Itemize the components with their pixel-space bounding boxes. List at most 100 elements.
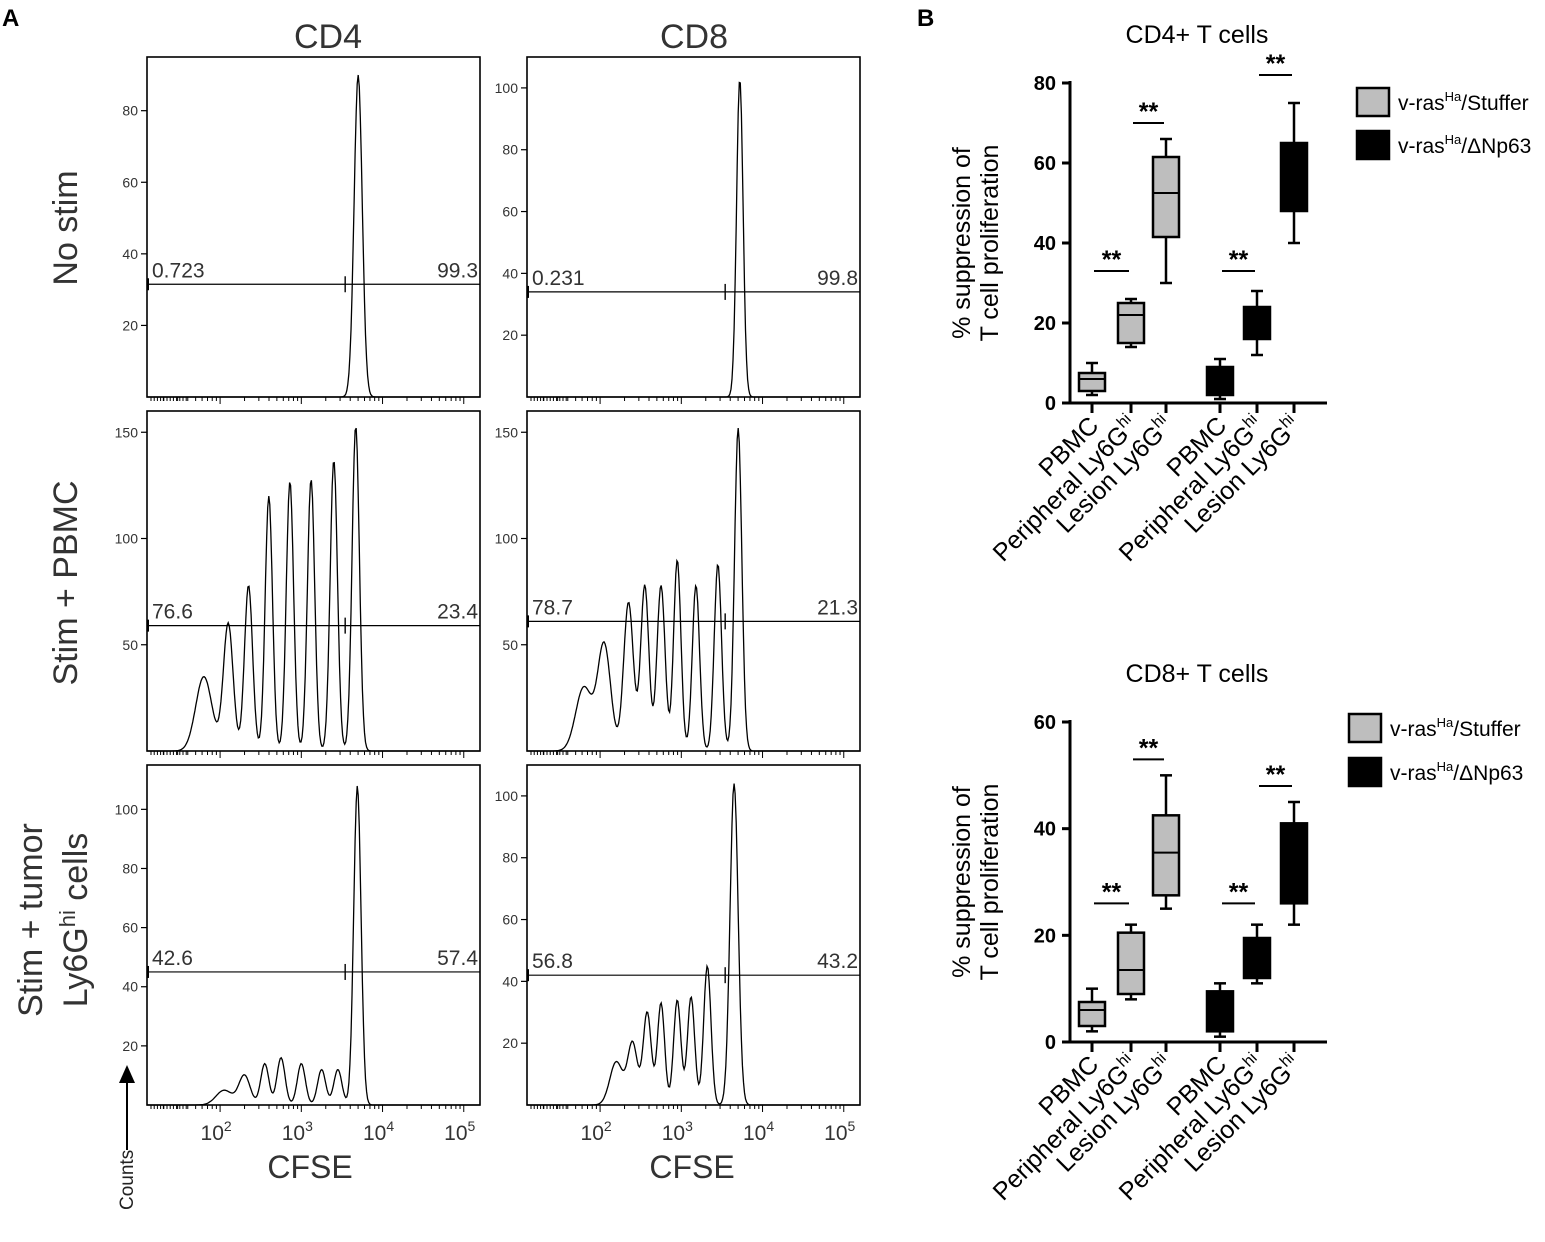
x-tick-exp: 5 — [468, 1118, 476, 1134]
boxplot-cd8: CD8+ T cells % suppression of T cell proli… — [948, 660, 1327, 1206]
y-axis-label-line1: % suppression of — [948, 786, 976, 978]
histogram-cd8-stim-pbmc: 50 100 150 78.7 21.3 — [495, 410, 861, 758]
histogram-cd4-stim-pbmc: 50 100 150 76.6 23.4 — [115, 410, 481, 758]
x-tick-base: 10 — [201, 1122, 224, 1145]
gate-percent-left: 42.6 — [152, 947, 193, 970]
x-tick-label: 104 — [743, 1118, 774, 1145]
legend-swatch-dnp63 — [1347, 756, 1383, 788]
y-tick-label: 150 — [495, 424, 519, 440]
y-tick-label: 80 — [122, 103, 138, 119]
gate-percent-right: 21.3 — [817, 596, 858, 619]
box — [1279, 141, 1309, 213]
x-tick-label: 104 — [363, 1118, 394, 1145]
box — [1242, 936, 1272, 980]
x-tick-label: 102 — [201, 1118, 232, 1145]
column-header-cd8: CD8 — [660, 18, 728, 56]
legend-swatch-stuffer — [1347, 712, 1383, 744]
histogram-curve — [147, 785, 480, 1106]
box — [1151, 155, 1181, 239]
gate-percent-left: 56.8 — [532, 950, 573, 973]
column-header-cd4: CD4 — [294, 18, 362, 56]
gate-percent-right: 99.8 — [817, 267, 858, 290]
legend-cd4: v-rasHa/Stuffer v-rasHa/ΔNp63 — [1355, 86, 1531, 161]
histogram-curve — [147, 427, 480, 752]
y-axis-label-line2: T cell proliferation — [976, 784, 1004, 981]
box — [1151, 814, 1181, 897]
gate-percent-left: 0.231 — [532, 267, 585, 290]
box — [1279, 822, 1309, 905]
x-tick-base: 10 — [662, 1122, 685, 1145]
y-tick-label: 50 — [122, 637, 138, 653]
y-tick-label: 20 — [1034, 313, 1056, 335]
row-label-stim-pbmc: Stim + PBMC — [47, 481, 85, 686]
x-tick-label: 105 — [444, 1118, 475, 1145]
significance-label: ** — [1266, 50, 1286, 78]
box — [1116, 931, 1146, 996]
chart-title: CD4+ T cells — [1126, 21, 1269, 49]
histogram-cd4-no-stim: 20 40 60 80 0.723 99.3 — [122, 56, 481, 404]
box — [1077, 371, 1107, 393]
plot-frame — [526, 56, 861, 398]
x-tick-label: 103 — [662, 1118, 693, 1145]
histogram-cd8-no-stim: 20 40 60 80 100 0.231 99.8 — [495, 56, 861, 404]
plot-frame — [146, 764, 481, 1106]
histogram-curve — [527, 428, 860, 752]
y-tick-label: 100 — [495, 80, 519, 96]
legend-swatch-dnp63 — [1355, 129, 1391, 161]
x-tick-base: 10 — [363, 1122, 386, 1145]
x-tick-label: 103 — [282, 1118, 313, 1145]
y-tick-label: 50 — [502, 637, 518, 653]
x-tick-base: 10 — [824, 1122, 847, 1145]
legend-label-stuffer: v-rasHa/Stuffer — [1390, 715, 1521, 741]
y-tick-label: 60 — [502, 912, 518, 928]
y-tick-label: 40 — [502, 973, 518, 989]
y-tick-label: 0 — [1045, 1032, 1056, 1054]
significance-label: ** — [1229, 878, 1249, 906]
y-axis-label-line2: T cell proliferation — [976, 145, 1004, 342]
counts-label: Counts — [117, 1150, 138, 1210]
legend-label-stuffer: v-rasHa/Stuffer — [1398, 89, 1529, 115]
box — [1077, 1000, 1107, 1028]
gate-percent-right: 57.4 — [437, 947, 478, 970]
panel-label-b: B — [917, 5, 934, 32]
y-tick-label: 40 — [1034, 233, 1056, 255]
y-tick-label: 20 — [122, 317, 138, 333]
x-tick-base: 10 — [444, 1122, 467, 1145]
y-tick-label: 20 — [1034, 925, 1056, 947]
plot-frame — [526, 410, 861, 752]
x-tick-exp: 3 — [305, 1118, 313, 1134]
x-tick-exp: 2 — [604, 1118, 612, 1134]
panel-label-a: A — [2, 5, 19, 32]
y-tick-label: 80 — [502, 142, 518, 158]
y-tick-label: 60 — [1034, 712, 1056, 734]
y-tick-label: 100 — [115, 801, 139, 817]
row-label-ly6g-text: Ly6G — [57, 927, 95, 1007]
significance-label: ** — [1139, 734, 1159, 762]
x-tick-base: 10 — [282, 1122, 305, 1145]
y-tick-label: 80 — [1034, 73, 1056, 95]
legend-cd8: v-rasHa/Stuffer v-rasHa/ΔNp63 — [1347, 712, 1523, 788]
plot-frame — [526, 764, 861, 1106]
y-tick-label: 60 — [122, 174, 138, 190]
x-tick-exp: 4 — [386, 1118, 394, 1134]
x-tick-label: 105 — [824, 1118, 855, 1145]
y-tick-label: 20 — [122, 1038, 138, 1054]
legend-label-dnp63: v-rasHa/ΔNp63 — [1390, 759, 1523, 785]
plot-frame — [146, 410, 481, 752]
gate-percent-right: 99.3 — [437, 259, 478, 282]
plot-frame — [146, 56, 481, 398]
x-tick-label: 102 — [581, 1118, 612, 1145]
y-tick-label: 100 — [495, 531, 519, 547]
boxplot-cd4: CD4+ T cells % suppression of T cell proli… — [948, 21, 1327, 567]
gate-percent-right: 23.4 — [437, 601, 478, 624]
row-label-no-stim: No stim — [47, 170, 85, 285]
y-tick-label: 60 — [122, 920, 138, 936]
y-tick-label: 40 — [122, 979, 138, 995]
y-tick-label: 150 — [115, 424, 139, 440]
histogram-curve — [527, 81, 860, 398]
significance-label: ** — [1102, 878, 1122, 906]
x-tick-base: 10 — [743, 1122, 766, 1145]
y-tick-label: 40 — [502, 265, 518, 281]
